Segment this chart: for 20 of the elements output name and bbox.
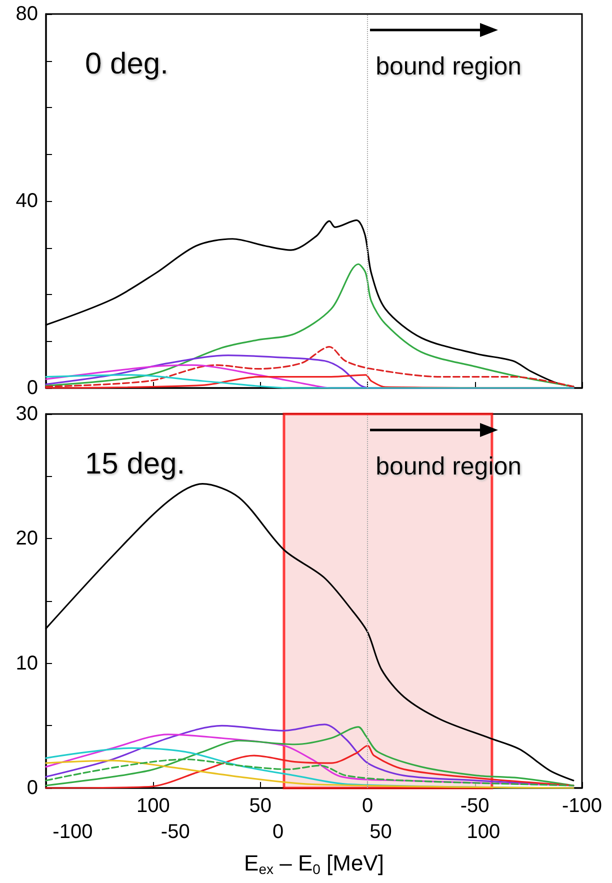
x2-tick-label: -100 [52, 821, 93, 843]
x-tick-label: 50 [249, 795, 272, 817]
y-tick-label: 30 [16, 403, 38, 425]
y-tick-label: 40 [16, 190, 38, 212]
x-tick-label: -50 [460, 795, 490, 817]
y-tick-label: 10 [16, 652, 38, 674]
text: 0 deg. [85, 48, 168, 80]
x2-tick-label: 100 [466, 821, 500, 843]
x-tick-label: -100 [562, 795, 602, 817]
y-tick-label: 0 [26, 377, 38, 399]
x2-tick-label: 50 [370, 821, 392, 843]
x2-tick-label: -50 [160, 821, 190, 843]
y-tick-label: 0 [26, 777, 38, 799]
x2-tick-label: 0 [272, 821, 284, 843]
x-tick-label: 100 [136, 795, 170, 817]
y-tick-label: 20 [16, 528, 38, 550]
text: 15 deg. [85, 448, 186, 480]
x-tick-label: 0 [362, 795, 374, 817]
ref-line-label: bound region [376, 52, 522, 80]
y-tick-label: 80 [16, 3, 38, 25]
